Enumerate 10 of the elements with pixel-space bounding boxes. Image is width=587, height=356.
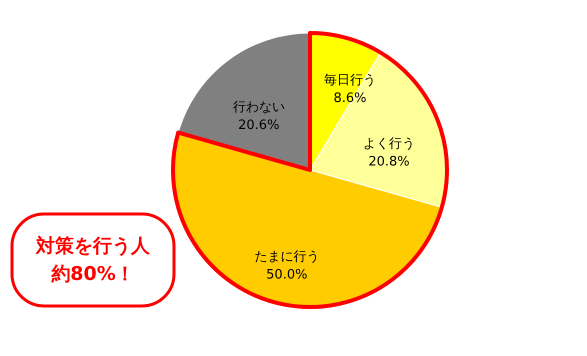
data-label: 20.6%	[238, 118, 280, 134]
text: 約80%！	[50, 263, 135, 285]
pie-slice	[178, 32, 310, 170]
data-label: 50.0%	[266, 268, 308, 283]
slice-label: よく行う	[362, 136, 415, 152]
text: 対策を行う人	[35, 235, 151, 257]
slice-label: 行わない	[232, 100, 285, 116]
slice-label: 毎日行う	[324, 72, 376, 88]
data-label: 20.8%	[368, 154, 410, 170]
slice-label: たまに行う	[254, 250, 320, 265]
